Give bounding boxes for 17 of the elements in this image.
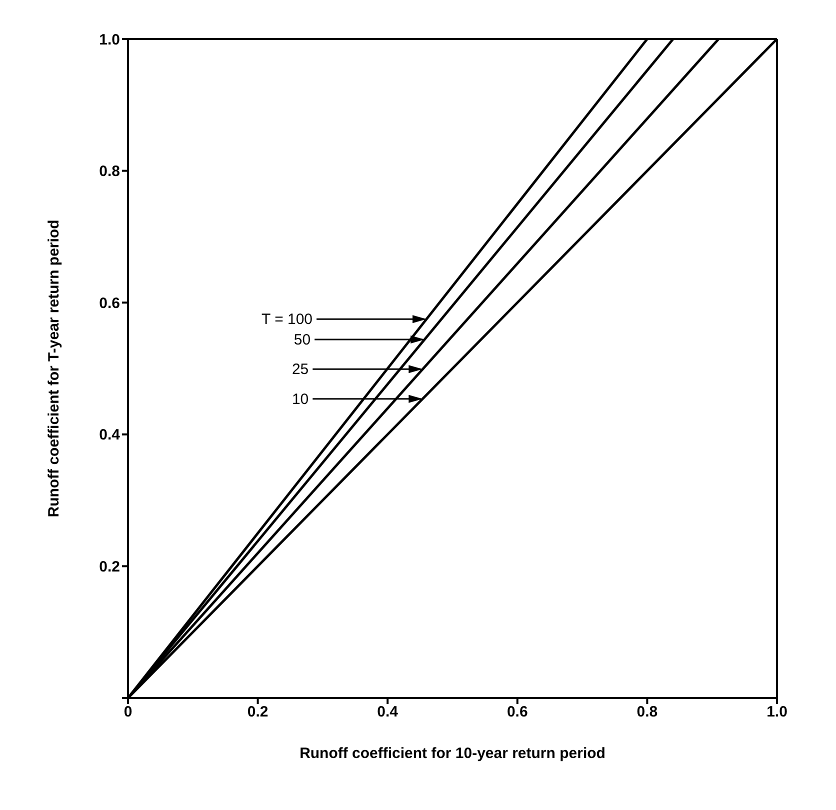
y-tick-label: 0.8: [99, 163, 120, 180]
x-tick-label: 0.8: [636, 704, 658, 721]
x-tick-label: 1.0: [766, 704, 788, 721]
y-tick-label: 0.4: [99, 426, 121, 444]
y-tick-label: 0.2: [99, 558, 120, 576]
x-tick-label: 0.4: [377, 704, 399, 721]
x-tick-label: 0.6: [506, 704, 528, 721]
y-axis-title: Runoff coefficient for T-year return period: [45, 220, 62, 518]
y-tick-label: 0.6: [99, 294, 120, 312]
x-tick-label: 0: [124, 704, 132, 721]
annotation: 50: [294, 332, 311, 349]
x-axis-title: Runoff coefficient for 10-year return period: [300, 745, 606, 762]
annotation: 25: [292, 361, 309, 378]
annotation: T = 100: [262, 311, 313, 328]
annotation: 10: [292, 390, 309, 408]
y-tick-label: 1.0: [99, 31, 120, 48]
x-tick-label: 0.2: [247, 704, 268, 721]
